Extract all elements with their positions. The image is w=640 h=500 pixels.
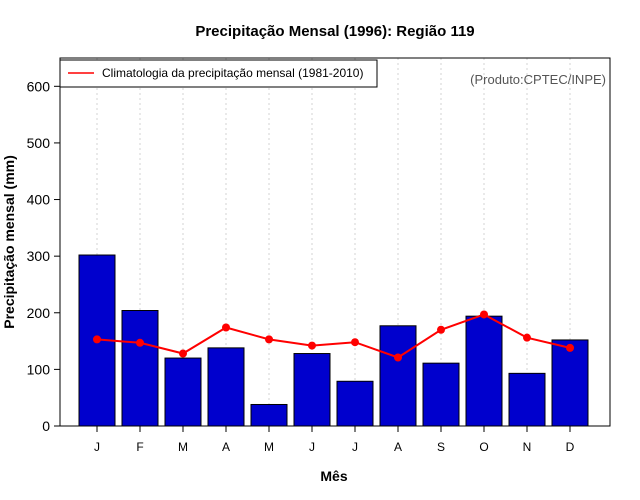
y-tick-label-100: 100 — [27, 361, 51, 377]
x-tick-label-5: J — [309, 440, 315, 454]
legend-entry-climatology: Climatologia da precipitação mensal (198… — [102, 66, 363, 80]
y-tick-label-500: 500 — [27, 135, 51, 151]
y-tick-label-0: 0 — [42, 418, 50, 434]
bar-2 — [164, 357, 202, 427]
x-tick-label-7: A — [394, 440, 402, 454]
climatology-line — [96, 313, 571, 359]
climatology-point-5 — [308, 341, 316, 350]
climatology-point-2 — [179, 349, 187, 358]
y-tick-label-300: 300 — [27, 248, 51, 264]
bar-7 — [379, 325, 417, 427]
climatology-point-11 — [566, 343, 574, 352]
legend: Climatologia da precipitação mensal (198… — [59, 59, 378, 88]
x-tick-label-8: S — [437, 440, 445, 454]
source-annotation: (Produto:CPTEC/INPE) — [470, 72, 606, 87]
bar-8 — [422, 362, 460, 427]
x-axis-label: Mês — [320, 468, 347, 484]
legend-box — [59, 59, 378, 88]
bar-6 — [336, 380, 374, 427]
climatology-point-7 — [394, 353, 402, 362]
climatology-point-0 — [93, 335, 101, 344]
y-tick-label-200: 200 — [27, 305, 51, 321]
y-tick-label-600: 600 — [27, 78, 51, 94]
climatology-point-3 — [222, 323, 230, 332]
climatology-line-series — [93, 310, 574, 362]
climatology-point-4 — [265, 335, 273, 344]
x-tick-label-2: M — [178, 440, 188, 454]
x-tick-label-1: F — [136, 440, 143, 454]
bar-9 — [465, 315, 503, 427]
y-tick-label-400: 400 — [27, 192, 51, 208]
bar-4 — [250, 403, 288, 427]
x-tick-label-6: J — [352, 440, 358, 454]
chart-title: Precipitação Mensal (1996): Região 119 — [195, 23, 474, 40]
climatology-point-8 — [437, 325, 445, 334]
plot-frame — [59, 57, 611, 427]
climatology-point-9 — [480, 310, 488, 319]
climatology-point-1 — [136, 338, 144, 347]
x-tick-label-0: J — [94, 440, 100, 454]
y-axis: 0 100 200 300 400 500 600 — [27, 78, 60, 434]
climatology-point-10 — [523, 333, 531, 342]
y-axis-label: Precipitação mensal (mm) — [1, 155, 17, 329]
bar-10 — [508, 372, 546, 427]
x-tick-label-4: M — [264, 440, 274, 454]
x-tick-label-3: A — [222, 440, 230, 454]
climatology-point-6 — [351, 338, 359, 347]
x-tick-label-10: N — [523, 440, 532, 454]
x-tick-label-11: D — [566, 440, 575, 454]
bar-5 — [293, 353, 331, 427]
x-tick-label-9: O — [479, 440, 488, 454]
bar-3 — [207, 347, 245, 427]
bar-1 — [121, 310, 159, 427]
bar-11 — [551, 339, 589, 427]
